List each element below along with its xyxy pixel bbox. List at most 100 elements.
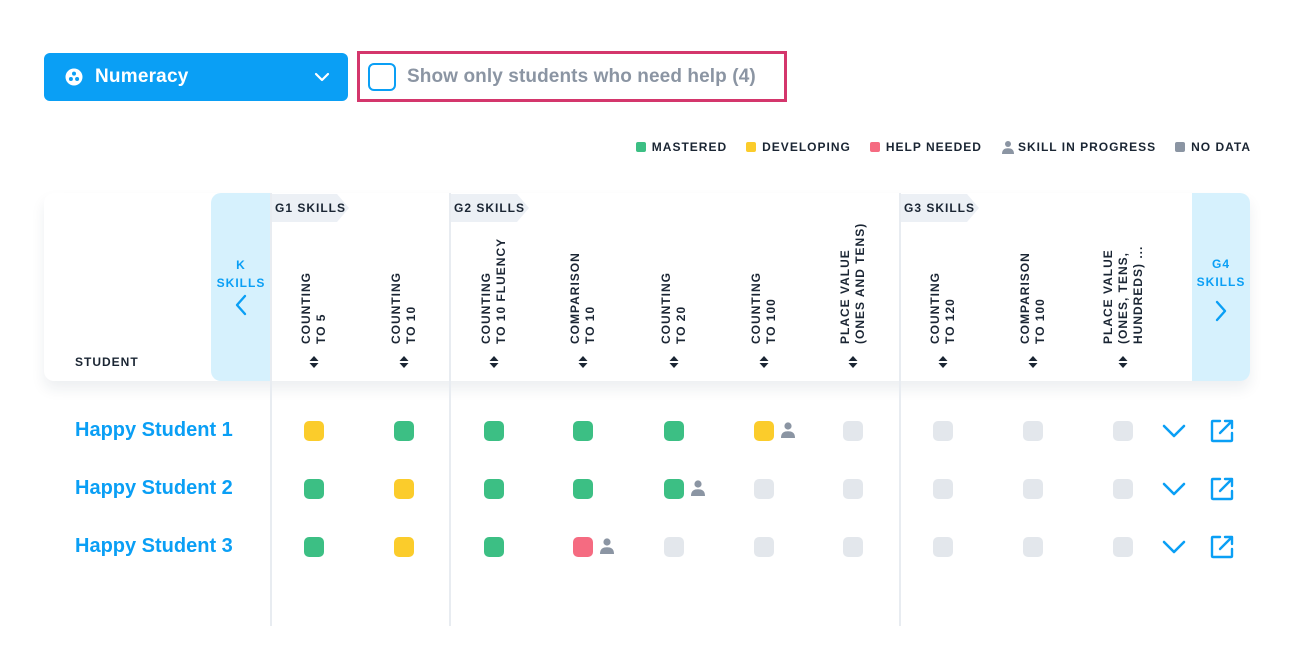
skill-status-cell[interactable]	[933, 537, 953, 557]
legend-item-no-data: NO DATA	[1175, 140, 1251, 154]
skill-title: COUNTING TO 10	[389, 214, 419, 344]
skill-status-cell[interactable]	[843, 479, 863, 499]
skill-status-cell[interactable]	[664, 421, 684, 441]
skill-status-cell[interactable]	[933, 479, 953, 499]
mastered-swatch	[635, 142, 646, 152]
skill-status-cell[interactable]	[1023, 421, 1043, 441]
student-name-link[interactable]: Happy Student 2	[75, 477, 233, 499]
skill-status-cell[interactable]	[304, 421, 324, 441]
open-external-icon[interactable]	[1209, 534, 1235, 560]
expand-row-chevron-icon[interactable]	[1161, 476, 1187, 502]
previous-grade-button[interactable]: K SKILLS	[211, 193, 271, 381]
skill-status-cell[interactable]	[754, 421, 774, 441]
skill-status-cell[interactable]	[304, 537, 324, 557]
developing-swatch	[746, 142, 757, 152]
skill-title-line: (ONES AND TENS)	[853, 222, 867, 344]
skill-status-cell[interactable]	[394, 479, 414, 499]
chevron-right-icon	[1215, 300, 1227, 322]
chevron-down-icon	[314, 72, 330, 82]
next-grade-line2: SKILLS	[1196, 275, 1246, 289]
group-tag-g2: G2 SKILLS	[450, 194, 529, 222]
previous-grade-label: K SKILLS	[211, 256, 271, 292]
skill-column-header[interactable]: PLACE VALUE (ONES, TENS, HUNDREDS) ...	[1098, 230, 1148, 380]
skill-title-line: COUNTING	[479, 272, 493, 344]
subject-label: Numeracy	[95, 66, 189, 87]
open-external-icon[interactable]	[1209, 476, 1235, 502]
skill-status-cell[interactable]	[843, 537, 863, 557]
skill-status-cell[interactable]	[754, 479, 774, 499]
sort-icon	[1118, 356, 1128, 368]
skill-title-line: COUNTING	[928, 272, 942, 344]
legend: MASTERED DEVELOPING HELP NEEDED SKILL IN…	[617, 140, 1251, 154]
previous-grade-line2: SKILLS	[216, 276, 266, 290]
skill-title-line: TO 10	[404, 305, 418, 344]
need-help-checkbox[interactable]	[368, 62, 396, 91]
no-data-swatch	[1175, 142, 1186, 152]
subject-dropdown[interactable]: Numeracy	[44, 53, 348, 101]
chevron-left-icon	[235, 294, 247, 316]
skill-title-line: TO 100	[1033, 298, 1047, 344]
skill-title: PLACE VALUE (ONES, TENS, HUNDREDS) ...	[1101, 214, 1146, 344]
skill-title-line: COUNTING	[299, 272, 313, 344]
skill-column-header[interactable]: COUNTING TO 120	[918, 230, 968, 380]
next-grade-button[interactable]: G4 SKILLS	[1192, 193, 1250, 381]
skill-status-cell[interactable]	[304, 479, 324, 499]
skill-status-cell[interactable]	[573, 421, 593, 441]
skill-title-line: HUNDREDS) ...	[1130, 245, 1145, 344]
expand-row-chevron-icon[interactable]	[1161, 534, 1187, 560]
skill-column-header[interactable]: COMPARISON TO 100	[1008, 230, 1058, 380]
sort-icon	[938, 356, 948, 368]
legend-item-developing: DEVELOPING	[746, 140, 851, 154]
skill-status-cell[interactable]	[484, 537, 504, 557]
legend-label: DEVELOPING	[762, 140, 851, 154]
skill-column-header[interactable]: PLACE VALUE (ONES AND TENS)	[828, 223, 878, 380]
skill-status-cell[interactable]	[484, 421, 504, 441]
skill-column-header[interactable]: COMPARISON TO 10	[558, 230, 608, 380]
skill-status-cell[interactable]	[1023, 479, 1043, 499]
skill-status-cell[interactable]	[843, 421, 863, 441]
help-needed-swatch	[869, 142, 880, 152]
skill-title: COMPARISON TO 10	[568, 214, 598, 344]
skill-title: COUNTING TO 10 FLUENCY	[479, 214, 509, 344]
sort-icon	[1028, 356, 1038, 368]
legend-label: HELP NEEDED	[885, 140, 982, 154]
skill-column-header[interactable]: COUNTING TO 10	[379, 230, 429, 380]
dots-circle-icon	[65, 68, 83, 86]
skill-status-cell[interactable]	[394, 421, 414, 441]
skill-status-cell[interactable]	[1113, 479, 1133, 499]
open-external-icon[interactable]	[1209, 418, 1235, 444]
skill-title-line: TO 10	[583, 305, 597, 344]
skill-status-cell[interactable]	[664, 537, 684, 557]
skill-status-cell[interactable]	[573, 537, 593, 557]
student-name-link[interactable]: Happy Student 3	[75, 535, 233, 557]
skill-status-cell[interactable]	[664, 479, 684, 499]
skill-status-cell[interactable]	[1113, 421, 1133, 441]
legend-item-mastered: MASTERED	[635, 140, 727, 154]
skill-title-line: TO 100	[764, 298, 778, 344]
sort-icon	[399, 356, 409, 368]
group-tag-g1: G1 SKILLS	[271, 194, 349, 222]
skill-status-cell[interactable]	[484, 479, 504, 499]
sort-icon	[309, 356, 319, 368]
sort-icon	[759, 356, 769, 368]
skill-status-cell[interactable]	[754, 537, 774, 557]
skill-status-cell[interactable]	[394, 537, 414, 557]
skill-column-header[interactable]: COUNTING TO 5	[289, 230, 339, 380]
student-name-link[interactable]: Happy Student 1	[75, 419, 233, 441]
person-icon	[600, 538, 614, 554]
skill-column-header[interactable]: COUNTING TO 20	[649, 230, 699, 380]
sort-icon	[848, 356, 858, 368]
need-help-filter[interactable]: Show only students who need help (4)	[357, 51, 787, 102]
person-icon	[1001, 141, 1014, 154]
skill-status-cell[interactable]	[1023, 537, 1043, 557]
skill-title-line: COUNTING	[389, 272, 403, 344]
skill-status-cell[interactable]	[933, 421, 953, 441]
skill-title-line: TO 5	[314, 313, 328, 344]
skill-column-header[interactable]: COUNTING TO 10 FLUENCY	[469, 230, 519, 380]
skill-column-header[interactable]: COUNTING TO 100	[739, 230, 789, 380]
skill-status-cell[interactable]	[1113, 537, 1133, 557]
skill-title: COUNTING TO 120	[928, 214, 958, 344]
skill-status-cell[interactable]	[573, 479, 593, 499]
person-icon	[781, 422, 795, 438]
expand-row-chevron-icon[interactable]	[1161, 418, 1187, 444]
